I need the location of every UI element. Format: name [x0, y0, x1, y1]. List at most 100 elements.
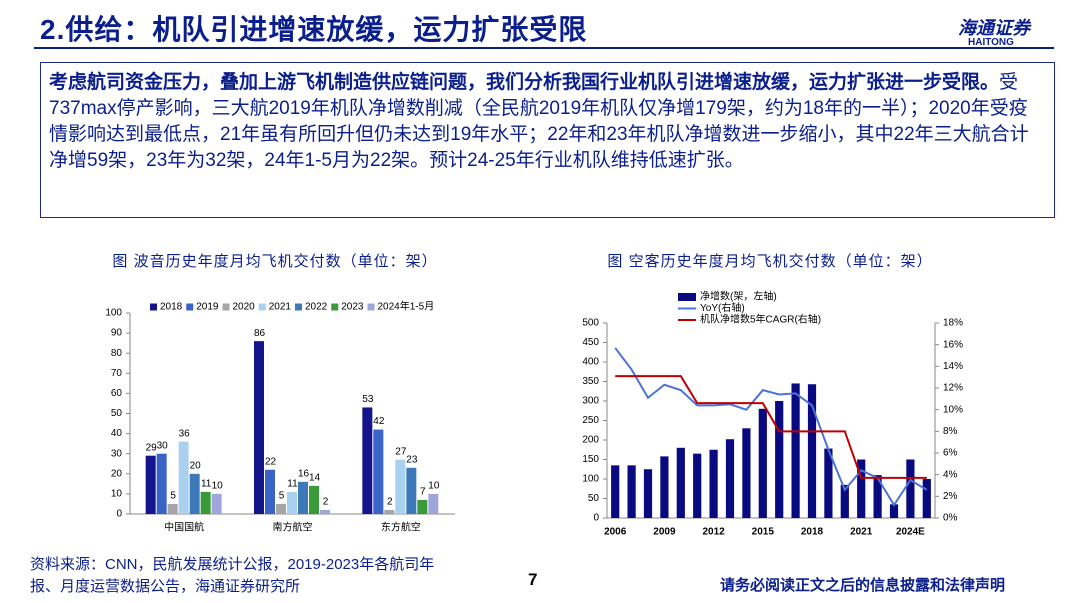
y-tick-label: 100 — [105, 308, 122, 319]
y-tick-label: 100 — [582, 474, 599, 485]
legend-label: 机队净增数5年CAGR(右轴) — [700, 313, 821, 326]
disclaimer: 请务必阅读正文之后的信息披露和法律声明 — [720, 577, 1006, 594]
data-label: 53 — [362, 394, 374, 405]
bar — [840, 484, 849, 518]
x-tick-label: 2018 — [801, 527, 824, 538]
bar — [189, 473, 200, 514]
bar — [611, 465, 620, 518]
bar — [406, 467, 417, 514]
bar — [384, 509, 395, 514]
bar — [643, 469, 653, 518]
legend-swatch — [331, 303, 339, 311]
y2-tick-label: 8% — [943, 426, 958, 437]
legend-swatch — [295, 303, 302, 311]
data-label: 20 — [190, 460, 202, 471]
data-label: 36 — [179, 428, 191, 439]
bar — [775, 401, 784, 518]
y-tick-label: 300 — [582, 396, 599, 407]
y2-tick-label: 0% — [943, 513, 958, 524]
legend-label: 2019 — [196, 302, 219, 313]
data-label: 10 — [428, 481, 440, 492]
bar — [417, 499, 428, 514]
y2-tick-label: 4% — [943, 469, 958, 480]
logo-text: HAITONG — [968, 37, 1014, 48]
y2-tick-label: 16% — [943, 339, 963, 350]
legend-swatch — [258, 303, 266, 311]
bar — [742, 428, 751, 518]
y-tick-label: 450 — [582, 337, 599, 348]
chart-title: 图 空客历史年度月均飞机交付数（单位：架） — [607, 252, 932, 270]
chart-title: 图 波音历史年度月均飞机交付数（单位：架） — [112, 252, 437, 270]
bar — [857, 459, 866, 518]
data-label: 27 — [395, 446, 407, 457]
source: 资料来源：CNN，民航发展统计公报，2019-2023年各航司年报、月度运营数据… — [30, 556, 435, 595]
y-tick-label: 400 — [582, 357, 599, 368]
legend-label: 2020 — [233, 302, 256, 313]
data-label: 86 — [254, 328, 266, 339]
bar — [265, 469, 275, 514]
line — [614, 347, 928, 507]
data-label: 30 — [157, 440, 169, 451]
slide-title: 2.供给：机队引进增速放缓，运力扩张受限 — [40, 14, 588, 45]
x-tick-label: 2024E — [896, 527, 925, 538]
y-tick-label: 60 — [111, 388, 123, 399]
data-label: 5 — [279, 491, 285, 502]
y2-tick-label: 6% — [943, 448, 958, 459]
y-tick-label: 350 — [582, 376, 599, 387]
line — [615, 375, 927, 479]
data-label: 11 — [201, 479, 212, 490]
bar — [276, 503, 286, 514]
bar — [167, 503, 178, 514]
legend-swatch — [150, 303, 157, 311]
bar — [254, 341, 264, 514]
legend-label: 2023 — [341, 302, 364, 313]
bar — [791, 383, 800, 518]
bar — [676, 447, 685, 518]
x-tick-label: 2006 — [604, 527, 627, 538]
bar — [211, 493, 222, 514]
y-tick-label: 50 — [588, 493, 600, 504]
bar — [362, 407, 373, 514]
y2-tick-label: 10% — [943, 404, 963, 415]
bar — [758, 408, 767, 518]
y-tick-label: 0 — [116, 509, 122, 520]
y2-tick-label: 2% — [943, 491, 958, 502]
x-tick-label: 2021 — [850, 527, 873, 538]
y2-tick-label: 12% — [943, 383, 963, 394]
legend-label: YoY(右轴) — [700, 301, 745, 314]
data-label: 5 — [170, 491, 176, 502]
legend-swatch — [367, 303, 375, 311]
data-label: 42 — [373, 416, 385, 427]
bar — [200, 491, 211, 514]
bar — [373, 429, 384, 514]
bar — [320, 509, 330, 514]
y-tick-label: 70 — [111, 368, 123, 379]
data-label: 2 — [323, 497, 329, 508]
y-tick-label: 80 — [111, 348, 123, 359]
y-tick-label: 150 — [582, 454, 599, 465]
logo-text: 海通证券 — [958, 18, 1030, 38]
bar — [906, 459, 915, 518]
bar — [395, 459, 406, 514]
legend-swatch — [678, 293, 696, 301]
y-tick-label: 500 — [582, 318, 599, 329]
x-tick-label: 中国国航 — [164, 521, 204, 534]
data-label: 7 — [420, 487, 426, 498]
bar — [145, 455, 156, 514]
data-label: 11 — [287, 479, 298, 490]
y-tick-label: 10 — [111, 489, 123, 500]
legend-label: 2021 — [269, 302, 292, 313]
summary-text: 受737max停产影响，三大航2019年机队净增数削减（全民航2019年机队仅净… — [49, 72, 1029, 171]
bar — [156, 453, 167, 514]
bar — [824, 448, 833, 518]
data-label: 14 — [309, 473, 321, 484]
x-tick-label: 东方航空 — [381, 521, 421, 534]
bar — [922, 479, 931, 518]
y-tick-label: 200 — [582, 435, 599, 446]
data-label: 2 — [387, 497, 393, 508]
bar — [178, 441, 189, 514]
y-tick-label: 30 — [111, 448, 123, 459]
y-tick-label: 0 — [593, 513, 599, 524]
